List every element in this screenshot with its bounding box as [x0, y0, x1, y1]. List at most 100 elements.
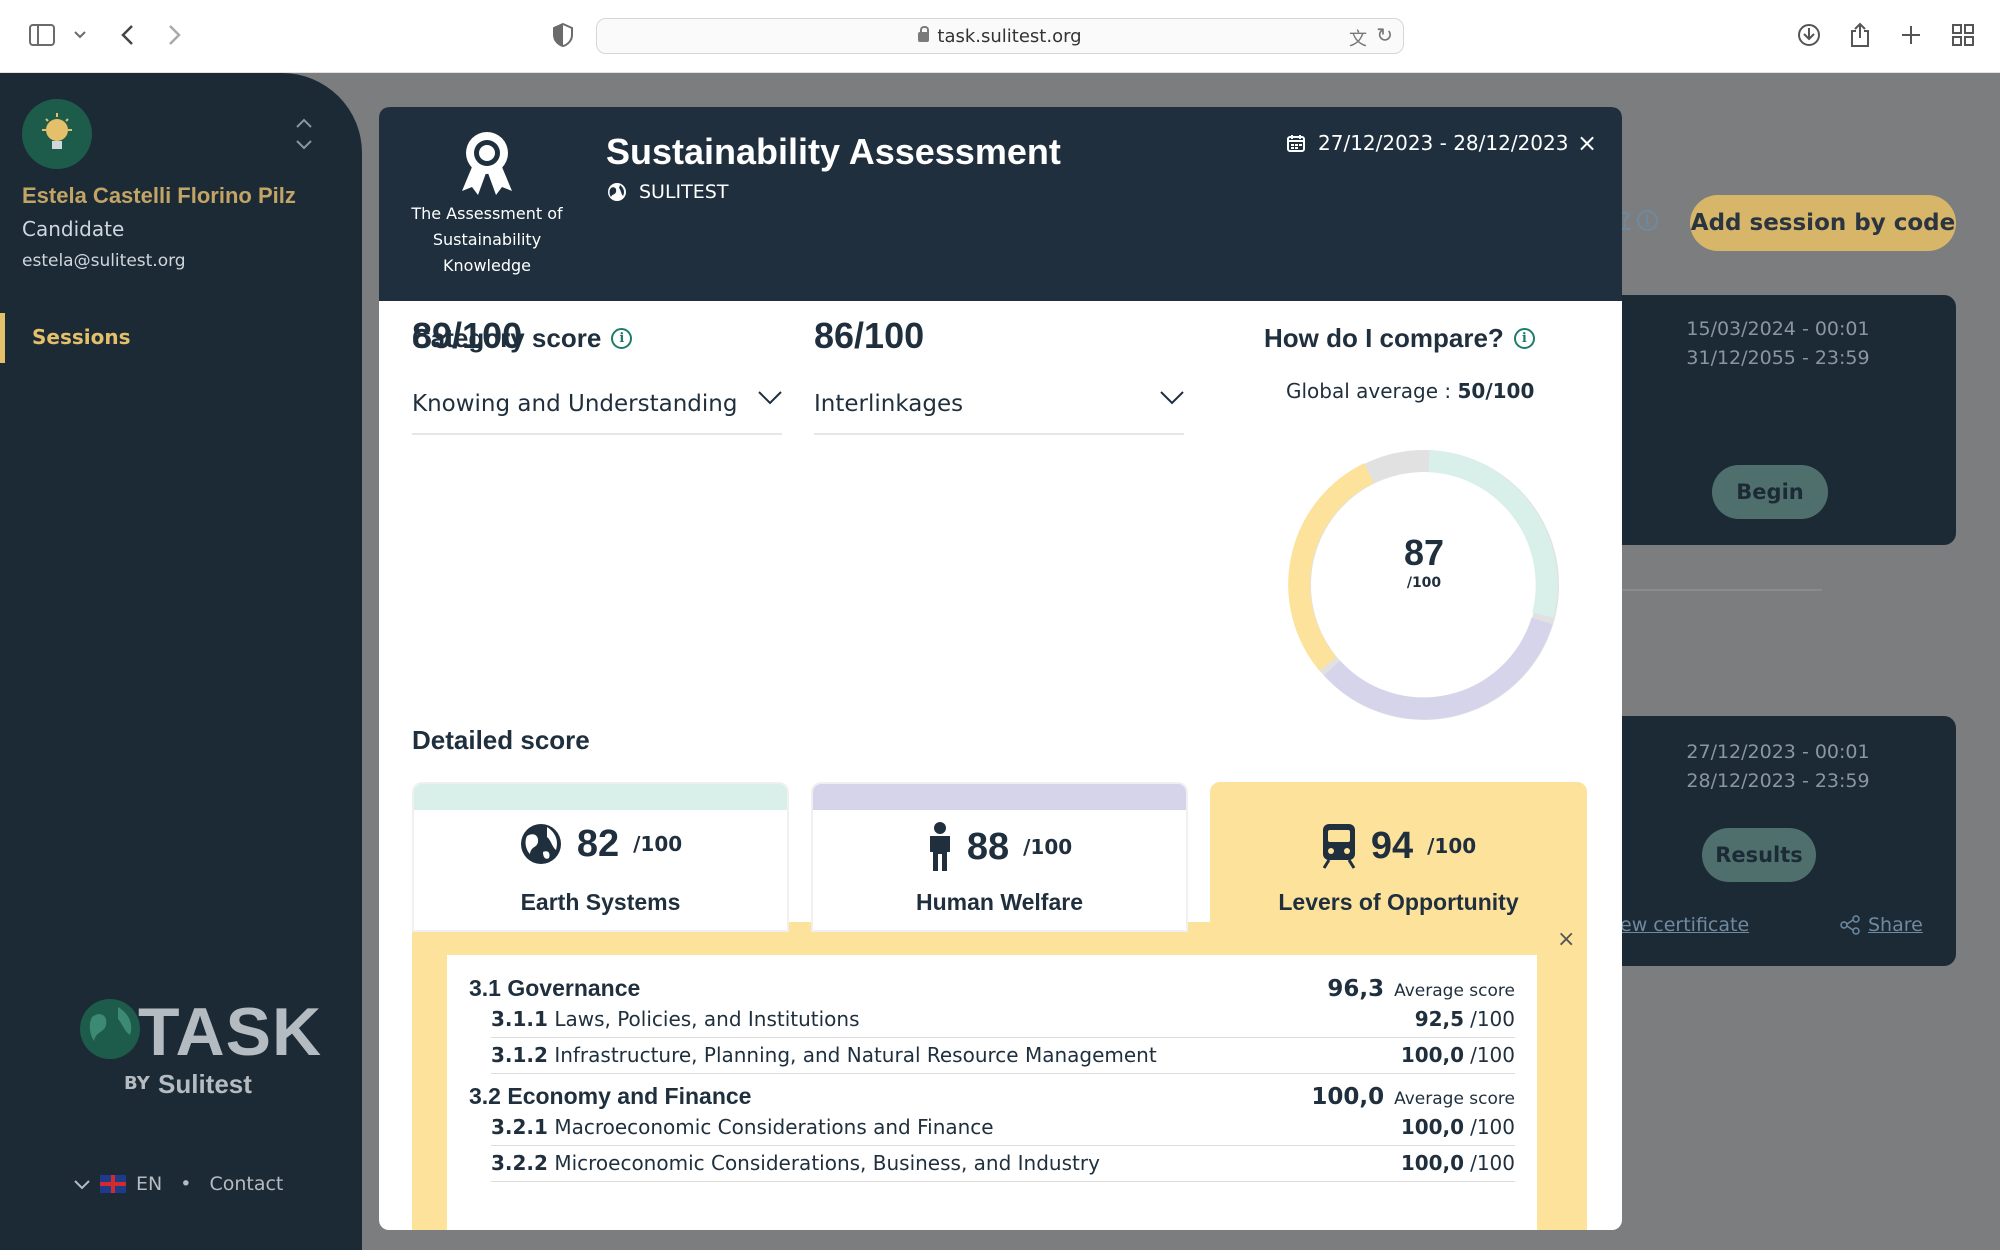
session-card: 27/12/2023 - 00:01 28/12/2023 - 23:59 Re… [1600, 716, 1956, 966]
results-button[interactable]: Results [1702, 828, 1816, 882]
help-link[interactable]: ? i [1620, 208, 1658, 232]
category-label: Knowing and Understanding [412, 391, 738, 417]
group-score-unit: Average score [1394, 1089, 1515, 1109]
detailed-score-title: Detailed score [412, 725, 590, 756]
account-switcher-icon[interactable] [294, 117, 314, 155]
score-tile-human-welfare[interactable]: 88 /100 Human Welfare [811, 782, 1188, 932]
category-score-title: Category score i [412, 323, 633, 354]
download-icon[interactable] [1795, 20, 1823, 50]
session-dates: 27/12/2023 - 00:01 28/12/2023 - 23:59 [1600, 738, 1956, 796]
item-score: 100,0 [1400, 1043, 1465, 1067]
tile-score: 94 [1370, 824, 1414, 867]
organization: SULITEST [607, 181, 728, 203]
reload-icon[interactable]: ↻ [1376, 23, 1393, 47]
logo-brand-text: Sulitest [158, 1069, 252, 1099]
tile-score-row: 88 /100 [813, 822, 1186, 872]
url-text: task.sulitest.org [937, 26, 1082, 47]
date-range-text: 27/12/2023 - 28/12/2023 [1318, 131, 1569, 155]
category-score: 86/100 [814, 315, 925, 356]
add-session-button[interactable]: Add session by code [1690, 195, 1956, 251]
divider [1622, 589, 1822, 591]
tile-score-suffix: /100 [1023, 835, 1073, 859]
badge-caption: The Assessment of Sustainability Knowled… [399, 201, 575, 279]
address-bar[interactable]: task.sulitest.org 文 ↻ [596, 18, 1404, 54]
badge-caption-line: Knowledge [443, 256, 531, 275]
compare-denominator: /100 [1406, 575, 1442, 591]
logo-by-text: BY [124, 1073, 150, 1094]
back-icon[interactable] [116, 20, 138, 50]
logo-task-text: TASK [138, 994, 323, 1070]
item-name: Laws, Policies, and Institutions [554, 1007, 860, 1031]
session-end: 28/12/2023 - 23:59 [1686, 770, 1870, 792]
tab-overview-icon[interactable] [1950, 20, 1976, 50]
new-tab-icon[interactable] [1898, 20, 1924, 50]
globe-logo-icon [80, 999, 140, 1059]
uk-flag-icon[interactable] [100, 1175, 126, 1193]
sidebar-toggle-icon[interactable] [28, 20, 56, 50]
item-code: 3.1.1 [491, 1007, 548, 1031]
sidebar-item-sessions[interactable]: Sessions [32, 325, 131, 349]
privacy-shield-icon[interactable] [550, 20, 576, 50]
share-link[interactable]: Share [1840, 914, 1923, 936]
share-label: Share [1868, 914, 1923, 936]
session-start: 27/12/2023 - 00:01 [1686, 741, 1870, 763]
begin-button[interactable]: Begin [1712, 465, 1828, 519]
group-score: 100,0 [1311, 1084, 1385, 1110]
item-score: 100,0 [1400, 1115, 1465, 1139]
item-name: Microeconomic Considerations, Business, … [554, 1151, 1100, 1175]
category-dropdown[interactable]: 89/100 Knowing and Understanding [412, 315, 782, 435]
tile-strip [813, 784, 1186, 810]
sidebar: Estela Castelli Florino Pilz Candidate e… [0, 73, 362, 1250]
calendar-icon [1287, 135, 1305, 152]
tile-score-row: 82 /100 [414, 822, 787, 866]
close-icon[interactable]: × [1577, 129, 1598, 157]
browser-toolbar: task.sulitest.org 文 ↻ [0, 0, 2000, 73]
globe-icon [520, 824, 561, 864]
score-tile-earth-systems[interactable]: 82 /100 Earth Systems [412, 782, 789, 932]
chevron-down-icon[interactable] [72, 20, 88, 50]
translate-icon[interactable]: 文 [1349, 29, 1367, 50]
session-start: 15/03/2024 - 00:01 [1686, 318, 1870, 340]
category-label: Interlinkages [814, 391, 964, 417]
group-title: 3.1 Governance [469, 975, 641, 1001]
user-email: estela@sulitest.org [22, 251, 186, 271]
item-unit: /100 [1470, 1151, 1515, 1175]
globe-icon [608, 183, 626, 201]
group-score-unit: Average score [1394, 981, 1515, 1001]
tile-label: Earth Systems [520, 889, 681, 915]
organization-name: SULITEST [639, 181, 729, 203]
language-label[interactable]: EN [136, 1173, 163, 1195]
score-tile-levers-of-opportunity[interactable]: 94 /100 Levers of Opportunity [1210, 782, 1587, 952]
info-icon[interactable]: i [611, 328, 633, 349]
item-unit: /100 [1470, 1043, 1515, 1067]
compare-score: 87 [1403, 532, 1445, 573]
session-dates: 15/03/2024 - 00:01 31/12/2055 - 23:59 [1600, 315, 1956, 373]
close-detail-icon[interactable]: × [1557, 927, 1576, 952]
group-title: 3.2 Economy and Finance [469, 1083, 752, 1109]
contact-link[interactable]: Contact [209, 1173, 284, 1195]
avatar[interactable] [22, 99, 92, 169]
category-score: 89/100 [412, 315, 523, 356]
modal-title: Sustainability Assessment [606, 131, 1061, 172]
donut-segment-levers-of-opportunity [1288, 463, 1374, 672]
tile-score: 82 [576, 822, 620, 865]
footer-separator: • [180, 1173, 192, 1195]
chevron-down-icon [1160, 391, 1184, 405]
global-average-label: Global average : [1286, 379, 1458, 403]
forward-icon[interactable] [164, 20, 186, 50]
score-donut-chart [1288, 450, 1559, 720]
category-dropdown[interactable]: 86/100 Interlinkages [814, 315, 1184, 435]
share-icon[interactable] [1846, 20, 1874, 50]
share-nodes-icon [1840, 915, 1860, 935]
results-modal: The Assessment of Sustainability Knowled… [379, 107, 1622, 1230]
session-date-range: 27/12/2023 - 28/12/2023 [1286, 131, 1568, 155]
language-chevron-icon[interactable] [74, 1173, 90, 1195]
info-icon[interactable]: i [1513, 328, 1535, 349]
award-badge-icon [456, 129, 518, 203]
item-score: 92,5 [1414, 1007, 1465, 1031]
breakdown-item: 3.1.1 Laws, Policies, and Institutions 9… [491, 1007, 1515, 1038]
person-icon [929, 822, 950, 871]
view-certificate-link[interactable]: ew certificate [1620, 914, 1750, 936]
detailed-score-label: Detailed score [412, 725, 590, 755]
global-average-value: 50/100 [1457, 379, 1535, 403]
